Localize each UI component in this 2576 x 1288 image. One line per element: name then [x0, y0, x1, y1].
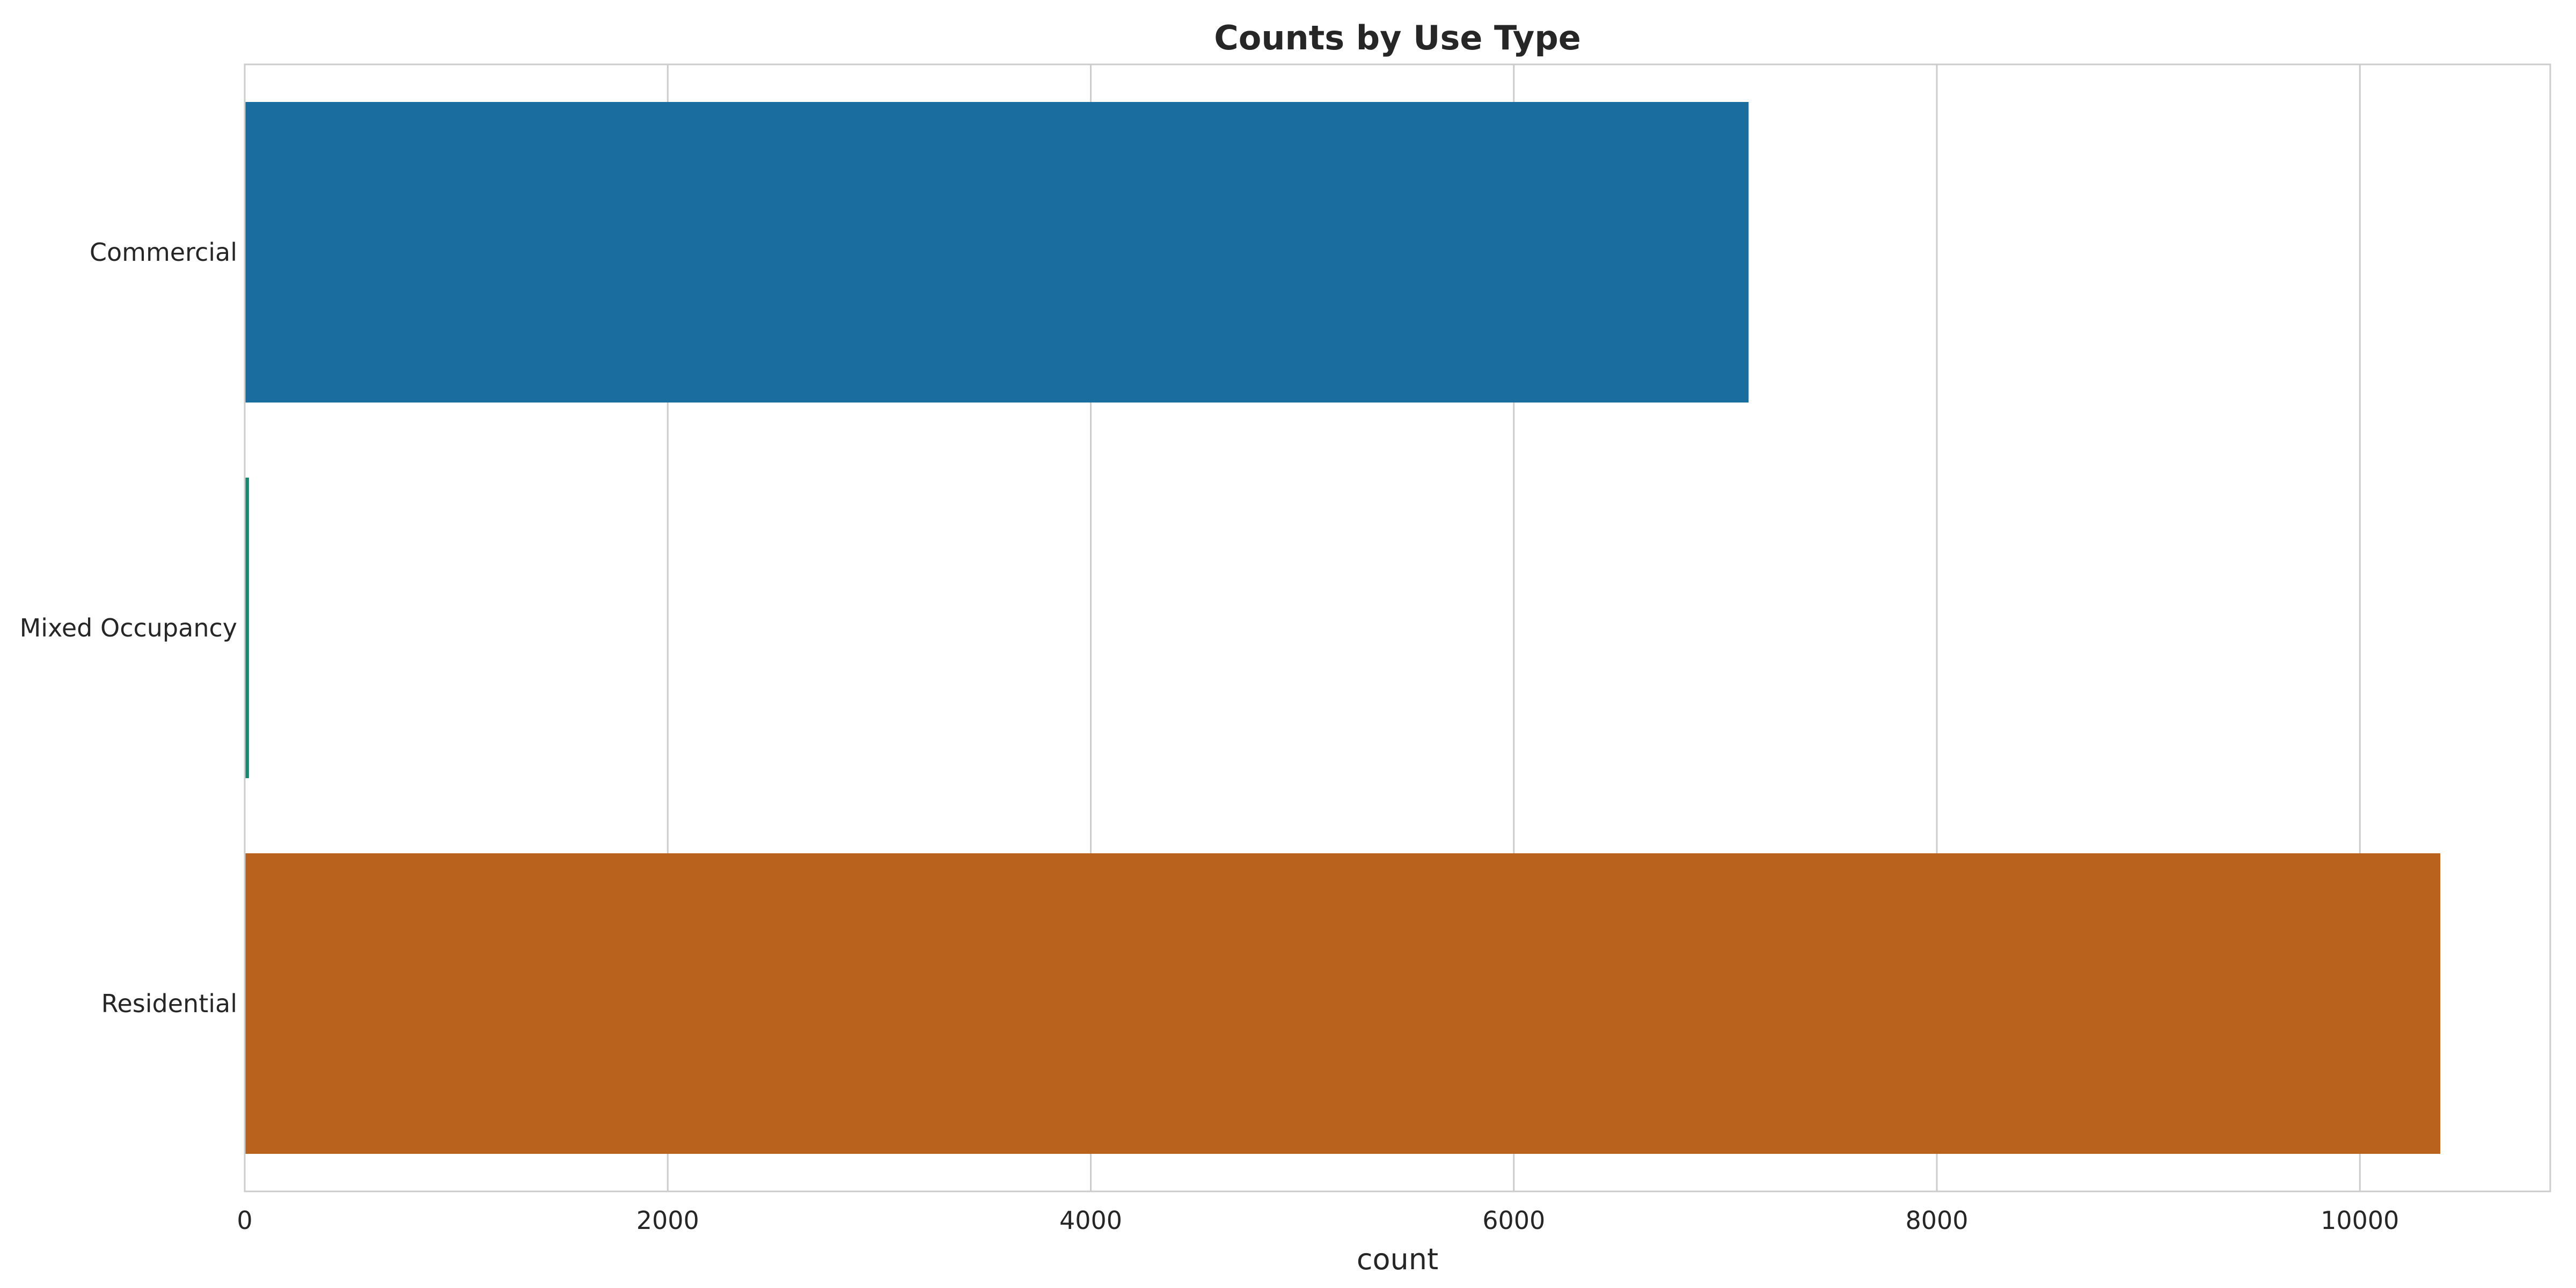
y-tick-label: Mixed Occupancy: [20, 613, 237, 642]
y-tick-label: Residential: [101, 989, 237, 1018]
x-tick-label: 8000: [1905, 1206, 1968, 1235]
plot-frame: [244, 63, 2551, 1192]
bar-commercial: [245, 102, 1749, 402]
x-tick-label: 4000: [1059, 1206, 1122, 1235]
bars: [245, 102, 2441, 1154]
y-tick-labels: Commercial Mixed Occupancy Residential: [20, 238, 237, 1018]
chart-title: Counts by Use Type: [1214, 18, 1581, 57]
x-tick-label: 10000: [2321, 1206, 2399, 1235]
x-tick-label: 6000: [1482, 1206, 1545, 1235]
bar-residential: [245, 853, 2441, 1154]
y-tick-label: Commercial: [90, 238, 237, 267]
bar-mixed-occupancy: [245, 478, 249, 778]
x-tick-label: 2000: [636, 1206, 699, 1235]
x-axis-label: count: [1357, 1242, 1438, 1276]
x-tick-label: 0: [237, 1206, 252, 1235]
x-tick-labels: 0 2000 4000 6000 8000 10000: [237, 1206, 2399, 1235]
